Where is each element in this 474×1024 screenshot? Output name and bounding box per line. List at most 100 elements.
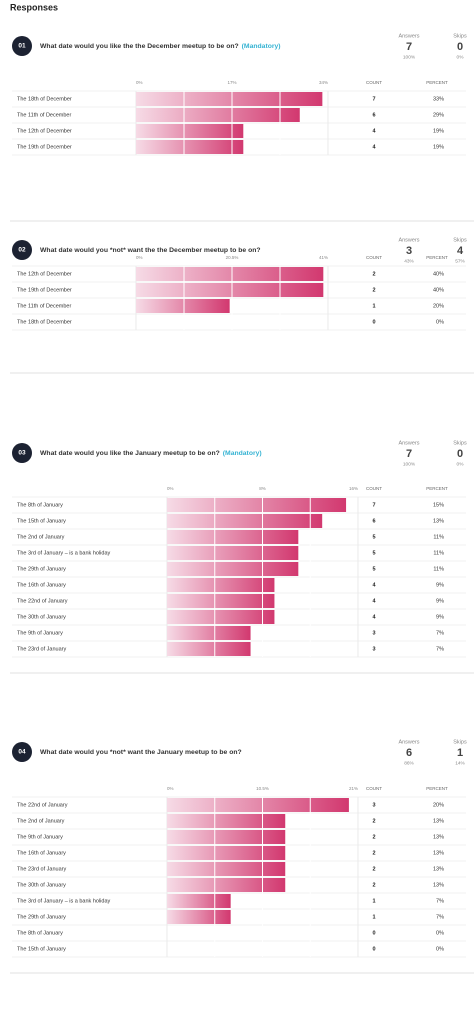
row-count: 3 <box>372 646 375 652</box>
row-percent: 9% <box>436 598 444 604</box>
row-count: 1 <box>372 898 375 904</box>
row-percent: 33% <box>433 96 444 102</box>
x-tick-label: 21% <box>349 786 358 791</box>
row-count: 0 <box>372 930 375 936</box>
x-tick-label: 0% <box>136 255 143 260</box>
row-percent: 13% <box>433 834 444 840</box>
question-text: What date would you like the January mee… <box>40 450 220 457</box>
bar <box>167 610 275 624</box>
row-label: The 15th of January <box>17 946 66 952</box>
skips-count: 4 <box>457 245 464 257</box>
row-percent: 9% <box>436 614 444 620</box>
page-title: Responses <box>10 2 58 12</box>
bar <box>167 562 299 576</box>
row-label: The 18th of December <box>17 319 72 325</box>
row-count: 0 <box>372 946 375 952</box>
bar <box>136 108 300 122</box>
mandatory-tag: (Mandatory) <box>223 450 262 457</box>
x-tick-label: 41% <box>319 255 328 260</box>
row-count: 4 <box>372 598 376 604</box>
count-header: COUNT <box>366 80 382 85</box>
row-percent: 11% <box>433 566 444 572</box>
row-count: 2 <box>372 882 375 888</box>
row-count: 5 <box>372 550 375 556</box>
row-count: 3 <box>372 802 375 808</box>
row-label: The 16th of January <box>17 850 66 856</box>
bar <box>167 862 286 876</box>
row-percent: 40% <box>433 271 444 277</box>
answers-percent: 100% <box>403 461 416 467</box>
row-label: The 22nd of January <box>17 598 68 604</box>
question-text: What date would you *not* want the the D… <box>40 247 261 254</box>
answers-count: 6 <box>406 747 412 759</box>
row-percent: 7% <box>436 630 444 636</box>
question-number: 03 <box>18 450 26 457</box>
bar <box>136 267 324 281</box>
x-tick-label: 0% <box>136 80 143 85</box>
bar <box>167 878 286 892</box>
skips-count: 1 <box>457 747 463 759</box>
question-number: 02 <box>18 247 26 254</box>
row-label: The 8th of January <box>17 502 63 508</box>
row-percent: 9% <box>436 582 444 588</box>
row-percent: 7% <box>436 898 444 904</box>
answers-count: 7 <box>406 41 412 53</box>
row-count: 2 <box>372 866 375 872</box>
row-label: The 30th of January <box>17 614 66 620</box>
row-label: The 16th of January <box>17 582 66 588</box>
row-count: 3 <box>372 630 375 636</box>
row-label: The 8th of January <box>17 930 63 936</box>
bar <box>167 894 231 908</box>
row-label: The 23rd of January <box>17 646 66 652</box>
row-label: The 29th of January <box>17 914 66 920</box>
row-count: 4 <box>372 144 376 150</box>
row-label: The 9th of January <box>17 630 63 636</box>
percent-header: PERCENT <box>426 786 448 791</box>
skips-percent: 0% <box>457 461 465 467</box>
row-label: The 29th of January <box>17 566 66 572</box>
row-percent: 20% <box>433 802 444 808</box>
row-percent: 0% <box>436 319 444 325</box>
row-count: 2 <box>372 850 375 856</box>
row-count: 6 <box>372 112 375 118</box>
bar <box>136 92 323 106</box>
row-count: 7 <box>372 96 375 102</box>
question-badge <box>12 36 32 56</box>
row-count: 4 <box>372 582 376 588</box>
bar <box>167 578 275 592</box>
row-percent: 11% <box>433 534 444 540</box>
question-badge <box>12 240 32 260</box>
row-label: The 2nd of January <box>17 818 65 824</box>
bar <box>167 910 231 924</box>
x-tick-label: 20.5% <box>226 255 239 260</box>
skips-label: Skips <box>453 739 467 745</box>
skips-count: 0 <box>457 41 463 53</box>
answers-percent: 43% <box>404 258 414 264</box>
question-number: 04 <box>18 749 26 756</box>
row-percent: 29% <box>433 112 444 118</box>
row-count: 1 <box>372 303 375 309</box>
x-tick-label: 34% <box>319 80 328 85</box>
skips-count: 0 <box>457 448 463 460</box>
row-label: The 30th of January <box>17 882 66 888</box>
x-tick-label: 16% <box>349 486 358 491</box>
bar <box>136 140 244 154</box>
x-tick-label: 0% <box>167 786 174 791</box>
bar <box>167 514 323 528</box>
bar <box>167 830 286 844</box>
x-tick-label: 8% <box>259 486 266 491</box>
row-percent: 19% <box>433 128 444 134</box>
row-label: The 2nd of January <box>17 534 65 540</box>
answers-label: Answers <box>398 440 419 446</box>
row-count: 2 <box>372 834 375 840</box>
row-label: The 15th of January <box>17 518 66 524</box>
row-label: The 12th of December <box>17 128 72 134</box>
row-count: 1 <box>372 914 375 920</box>
row-percent: 19% <box>433 144 444 150</box>
row-percent: 7% <box>436 646 444 652</box>
question-badge <box>12 443 32 463</box>
row-count: 0 <box>372 319 375 325</box>
row-count: 6 <box>372 518 375 524</box>
row-percent: 13% <box>433 818 444 824</box>
